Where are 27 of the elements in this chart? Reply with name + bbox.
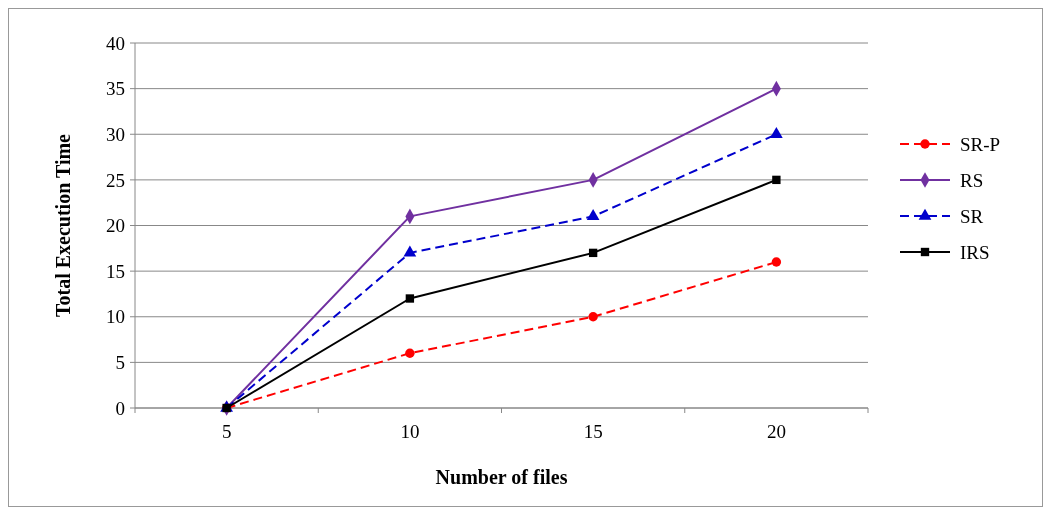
x-tick-label: 20 — [766, 421, 786, 442]
y-tick-label: 25 — [106, 169, 125, 191]
point — [588, 312, 598, 322]
point — [772, 175, 781, 185]
point — [403, 245, 417, 257]
y-tick-label: 35 — [106, 78, 125, 100]
y-tick-label: 20 — [106, 215, 125, 237]
point — [405, 294, 415, 303]
legend-label: SR — [960, 205, 984, 227]
y-tick-label: 30 — [106, 123, 125, 145]
legend-label: IRS — [960, 241, 990, 263]
x-tick-label: 15 — [583, 421, 603, 442]
y-tick-label: 0 — [115, 397, 125, 419]
point — [586, 209, 600, 221]
y-tick-label: 5 — [115, 352, 125, 374]
point — [405, 348, 415, 358]
y-tick-label: 10 — [106, 306, 125, 328]
y-tick-label: 40 — [106, 32, 125, 54]
x-axis-title: Number of files — [435, 466, 568, 488]
y-tick-label: 15 — [106, 260, 125, 282]
x-tick-label: 10 — [400, 421, 420, 442]
point — [771, 257, 782, 267]
y-axis-title: Total Execution Time — [52, 133, 74, 317]
point — [588, 248, 598, 258]
legend-label: RS — [960, 169, 984, 191]
legend-label: SR-P — [960, 133, 1001, 155]
x-tick-label: 5 — [221, 421, 232, 442]
